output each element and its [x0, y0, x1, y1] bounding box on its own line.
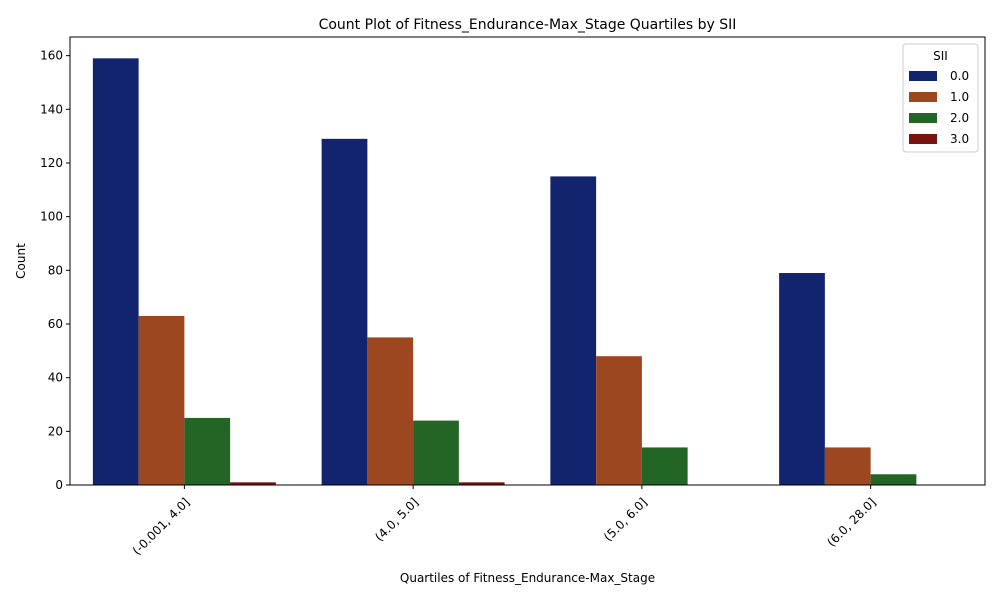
y-tick-label: 120 — [40, 156, 63, 170]
legend-swatch-1 — [909, 92, 937, 102]
x-tick-label: (4.0, 5.0] — [372, 495, 421, 544]
legend: SII 0.0 1.0 2.0 3.0 — [902, 43, 979, 153]
y-tick-label: 140 — [40, 102, 63, 116]
bar-3-series-2 — [870, 474, 917, 485]
bar-3-series-1 — [824, 447, 871, 485]
legend-label-0: 0.0 — [950, 69, 969, 83]
x-tick-label: (-0.001, 4.0] — [130, 495, 193, 558]
y-tick-label: 80 — [48, 263, 63, 277]
y-tick-label: 60 — [48, 317, 63, 331]
legend-label-3: 3.0 — [950, 132, 969, 146]
bar-1-series-2 — [413, 420, 459, 485]
bars-layer — [92, 58, 917, 486]
legend-swatch-3 — [909, 134, 937, 144]
legend-label-1: 1.0 — [950, 90, 969, 104]
bar-1-series-1 — [367, 337, 414, 485]
bar-1-series-0 — [321, 138, 368, 485]
bar-0-series-3 — [230, 482, 276, 485]
legend-title: SII — [933, 49, 948, 63]
y-tick-label: 40 — [48, 371, 63, 385]
x-tick-label: (5.0, 6.0] — [601, 495, 650, 544]
bar-2-series-2 — [641, 447, 688, 485]
y-tick-label: 160 — [40, 49, 63, 63]
x-axis-label: Quartiles of Fitness_Endurance-Max_Stage — [400, 571, 655, 585]
bar-0-series-0 — [92, 58, 139, 485]
bar-1-series-3 — [458, 482, 505, 485]
y-axis-label: Count — [14, 243, 28, 279]
bar-3-series-0 — [779, 273, 825, 485]
y-tick-label: 100 — [40, 210, 63, 224]
bar-0-series-2 — [184, 417, 231, 485]
y-tick-label: 20 — [48, 424, 63, 438]
y-tick-label: 0 — [55, 478, 63, 492]
chart-title: Count Plot of Fitness_Endurance-Max_Stag… — [319, 17, 737, 33]
bar-2-series-1 — [596, 356, 642, 485]
legend-label-2: 2.0 — [950, 111, 969, 125]
x-tick-label: (6.0, 28.0] — [824, 495, 878, 549]
legend-swatch-0 — [909, 71, 937, 81]
bar-0-series-1 — [138, 315, 185, 485]
legend-swatch-2 — [909, 113, 937, 123]
bar-2-series-0 — [550, 176, 597, 486]
plot-frame — [69, 36, 986, 486]
